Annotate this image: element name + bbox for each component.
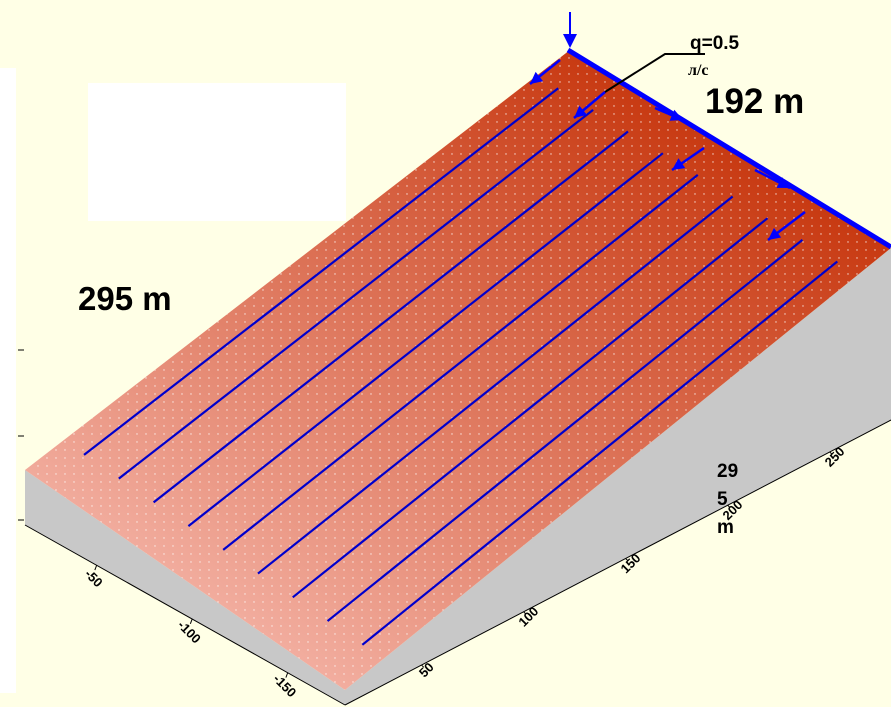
white-box	[88, 83, 346, 221]
flow-direction-arrow-icon	[671, 146, 705, 172]
furrow-lines	[83, 87, 838, 646]
axis-tick	[829, 451, 833, 455]
axis-tick	[625, 558, 629, 562]
axis-tick	[189, 618, 193, 625]
axis-tick	[523, 611, 527, 615]
furrow-line	[326, 238, 804, 622]
furrow-line	[118, 108, 594, 480]
left-panel	[0, 68, 16, 693]
inflow-arrow-icon	[563, 12, 577, 48]
axis-tick	[421, 664, 425, 668]
flow-rate-label: q=0.5	[690, 33, 740, 54]
furrow-line	[361, 260, 838, 646]
depth-label: 29 5 m	[717, 461, 739, 538]
flow-direction-arrow-icon	[573, 91, 606, 119]
slope-surface-dots	[25, 50, 891, 690]
furrow-line	[152, 130, 629, 504]
axis-tick	[727, 504, 731, 508]
axis-tick	[94, 565, 98, 571]
slope-side-left	[25, 470, 345, 705]
flow-direction-arrow-icon	[767, 211, 806, 241]
flow-direction-arrow-icon	[654, 106, 684, 122]
furrow-line	[83, 87, 559, 456]
axis-tick-label: -50	[82, 566, 106, 590]
furrow-line	[257, 195, 734, 575]
flow-leader-line	[604, 53, 705, 93]
furrow-line	[222, 173, 699, 551]
length-label: 295 m	[78, 280, 172, 317]
width-label: 192 m	[705, 82, 805, 121]
flow-direction-arrow-icon	[529, 59, 561, 85]
furrow-line	[292, 217, 769, 599]
left-edge-marks	[18, 349, 24, 521]
flow-unit-label: л/с	[688, 62, 709, 79]
slope-side-right	[345, 248, 891, 705]
axis-tick	[285, 672, 289, 678]
flow-direction-arrow-icon	[754, 168, 791, 190]
header-pipe	[566, 47, 891, 250]
furrow-line	[187, 152, 664, 527]
